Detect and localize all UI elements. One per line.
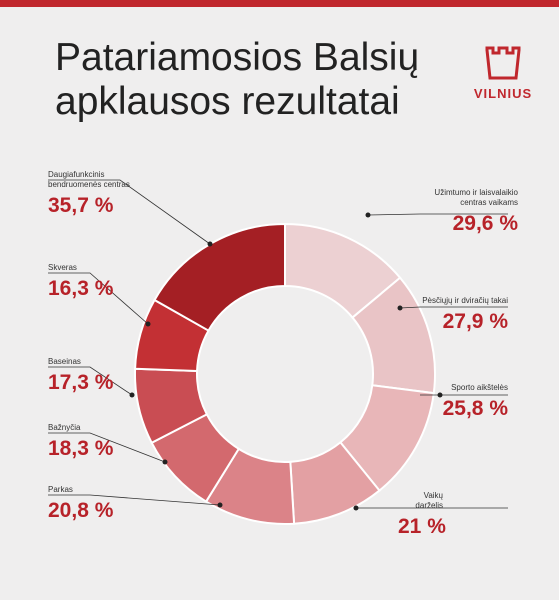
leader-dot (437, 392, 443, 398)
slice-name: Pėsčiųjų ir dviračių takai (422, 296, 508, 305)
donut-slice (153, 222, 286, 332)
slice-name: Baseinas (48, 357, 81, 366)
slice-name: Bažnyčia (48, 423, 81, 432)
slice-label: Pėsčiųjų ir dviračių takai 27,9 % (398, 296, 508, 334)
leader-line (48, 494, 221, 506)
slice-name: Daugiafunkcinis bendruomenės centras (48, 170, 130, 189)
slice-label: Vaikų darželis 21 % (398, 491, 446, 539)
slice-value: 35,7 % (48, 194, 114, 217)
slice-value: 18,3 % (48, 437, 114, 460)
title-line-2: apklausos rezultatai (55, 80, 400, 123)
slice-value: 17,3 % (48, 371, 114, 394)
leader-dot (353, 505, 359, 511)
title-line-1: Patariamosios Balsių (55, 36, 420, 79)
slice-name: Sporto aikštelės (451, 383, 508, 392)
leader-line (399, 306, 508, 309)
slice-value: 27,9 % (442, 310, 508, 333)
leader-line (367, 213, 508, 216)
slice-value: 16,3 % (48, 277, 114, 300)
leader-dot (397, 305, 403, 311)
leader-dot (207, 241, 213, 247)
slice-label: Daugiafunkcinis bendruomenės centras 35,7… (48, 170, 188, 218)
leader-dot (217, 502, 223, 508)
leader-dot (365, 212, 371, 218)
slice-label: Parkas 20,8 % (48, 485, 138, 523)
logo-text: VILNIUS (473, 86, 533, 101)
leader-line (48, 272, 149, 325)
slice-label: Bažnyčia 18,3 % (48, 423, 138, 461)
leader-dot (145, 321, 151, 327)
slice-label: Skveras 16,3 % (48, 263, 138, 301)
slice-name: Parkas (48, 485, 73, 494)
leader-line (48, 432, 166, 463)
vilnius-logo: VILNIUS (462, 44, 544, 108)
leader-line (48, 366, 133, 396)
slice-label: Sporto aikštelės 25,8 % (398, 383, 508, 421)
slice-name: Skveras (48, 263, 77, 272)
slice-label: Užimtumo ir laisvalaikio centras vaikams… (378, 188, 518, 236)
slice-label: Baseinas 17,3 % (48, 357, 138, 395)
slice-value: 21 % (398, 515, 446, 538)
castle-tower-icon (485, 46, 521, 80)
slice-name: Užimtumo ir laisvalaikio centras vaikams (434, 188, 518, 207)
slice-value: 20,8 % (48, 499, 114, 522)
leader-dot (129, 392, 135, 398)
slice-value: 25,8 % (442, 397, 508, 420)
page-title: Patariamosios Balsių apklausos rezultata… (55, 36, 419, 124)
leader-line (48, 179, 211, 245)
slice-name: Vaikų darželis (415, 491, 443, 510)
slice-value: 29,6 % (452, 212, 518, 235)
top-accent-bar (0, 0, 559, 7)
leader-dot (162, 459, 168, 465)
